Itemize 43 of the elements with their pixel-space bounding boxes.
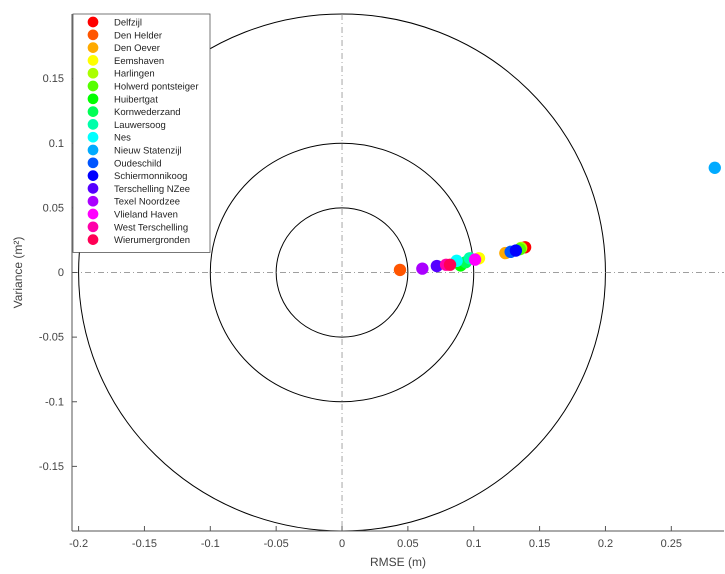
legend-label: Wierumergronden	[114, 235, 190, 246]
legend-label: Harlingen	[114, 68, 155, 80]
y-tick-label: 0.05	[42, 202, 64, 214]
legend-label: Den Helder	[114, 30, 162, 42]
point	[708, 162, 721, 174]
legend-label: Huibertgat	[114, 94, 158, 106]
x-axis-title: RMSE (m)	[370, 555, 426, 569]
point	[510, 244, 522, 257]
y-tick-label: -0.15	[38, 460, 64, 473]
y-tick-label: 0	[58, 267, 64, 280]
y-tick-label: -0.1	[45, 396, 64, 408]
legend-label: Nieuw Statenzijl	[114, 146, 182, 156]
x-tick-label: 0.15	[528, 538, 550, 550]
legend-label: Terschelling NZee	[114, 184, 190, 195]
legend-label: Oudeschild	[114, 158, 162, 170]
x-tick-label: -0.15	[132, 538, 157, 550]
legend-label: Texel Noordzee	[114, 196, 180, 208]
legend-label: Schiermonnikoog	[114, 171, 188, 182]
x-tick-label: 0.25	[660, 538, 682, 550]
legend-label: Holwerd pontsteiger	[114, 82, 198, 92]
legend-label: West Terschelling	[114, 222, 188, 234]
y-tick-label: 0.1	[48, 138, 64, 150]
legend-label: Nes	[114, 132, 132, 144]
x-tick-label: 0.05	[397, 538, 419, 550]
x-tick-label: -0.05	[264, 538, 289, 550]
y-tick-label: -0.05	[38, 332, 64, 344]
x-tick-label: -0.1	[200, 538, 220, 550]
legend-label: Kornwederzand	[114, 107, 181, 118]
y-axis-title: Variance (m²)	[11, 236, 25, 308]
x-tick-label: 0	[338, 538, 346, 550]
legend-label: Vlieland Haven	[114, 210, 178, 220]
y-tick-label: 0.15	[42, 73, 64, 86]
x-tick-label: 0.2	[598, 538, 614, 550]
x-tick-label: 0.1	[466, 538, 482, 550]
point	[394, 264, 406, 276]
legend-label: Eemshaven	[114, 56, 164, 67]
legend-label: Lauwersoog	[114, 120, 166, 131]
point	[444, 258, 456, 271]
x-tick-label: -0.2	[69, 538, 88, 550]
point	[416, 262, 429, 275]
point	[468, 253, 482, 266]
legend-label: Den Oever	[114, 43, 160, 54]
legend-label: Delfzijl	[114, 18, 142, 28]
